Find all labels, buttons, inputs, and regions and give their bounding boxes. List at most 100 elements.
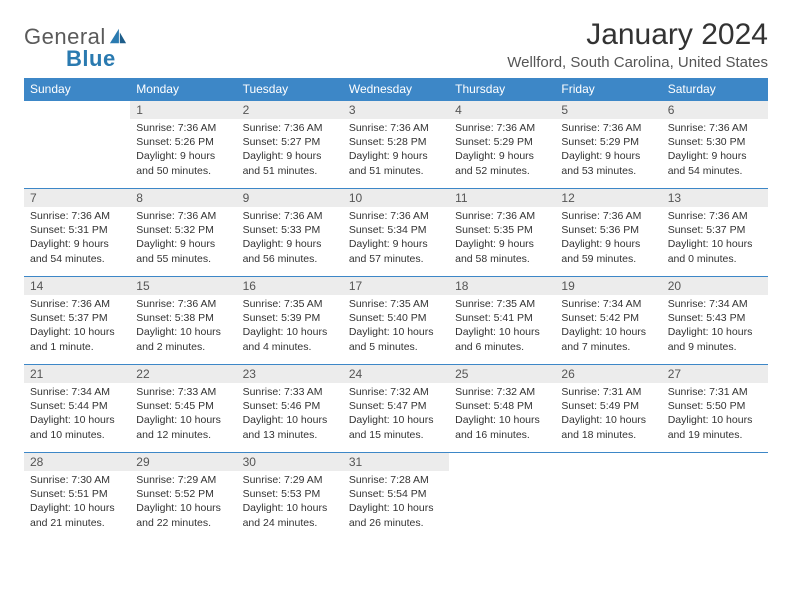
sunrise-text: Sunrise: 7:36 AM <box>455 209 549 223</box>
sunset-text: Sunset: 5:33 PM <box>243 223 337 237</box>
calendar-day-cell: 29Sunrise: 7:29 AMSunset: 5:52 PMDayligh… <box>130 453 236 541</box>
calendar-day-cell <box>449 453 555 541</box>
day-number: 9 <box>237 189 343 207</box>
sunrise-text: Sunrise: 7:36 AM <box>243 209 337 223</box>
day-number: 20 <box>662 277 768 295</box>
sunset-text: Sunset: 5:31 PM <box>30 223 124 237</box>
day-number: 5 <box>555 101 661 119</box>
sunset-text: Sunset: 5:48 PM <box>455 399 549 413</box>
day-number: 13 <box>662 189 768 207</box>
calendar-day-cell: 27Sunrise: 7:31 AMSunset: 5:50 PMDayligh… <box>662 365 768 453</box>
day-number: 1 <box>130 101 236 119</box>
day-number: 14 <box>24 277 130 295</box>
day-details: Sunrise: 7:36 AMSunset: 5:31 PMDaylight:… <box>24 207 130 270</box>
sunrise-text: Sunrise: 7:32 AM <box>455 385 549 399</box>
daylight-text: Daylight: 10 hours and 19 minutes. <box>668 413 762 441</box>
calendar-day-cell: 9Sunrise: 7:36 AMSunset: 5:33 PMDaylight… <box>237 189 343 277</box>
day-number: 21 <box>24 365 130 383</box>
title-block: January 2024 Wellford, South Carolina, U… <box>507 18 768 71</box>
day-number: 31 <box>343 453 449 471</box>
calendar-week-row: 1Sunrise: 7:36 AMSunset: 5:26 PMDaylight… <box>24 101 768 189</box>
sunrise-text: Sunrise: 7:34 AM <box>30 385 124 399</box>
daylight-text: Daylight: 9 hours and 53 minutes. <box>561 149 655 177</box>
calendar-day-cell: 3Sunrise: 7:36 AMSunset: 5:28 PMDaylight… <box>343 101 449 189</box>
calendar-day-cell: 30Sunrise: 7:29 AMSunset: 5:53 PMDayligh… <box>237 453 343 541</box>
sunset-text: Sunset: 5:45 PM <box>136 399 230 413</box>
sunset-text: Sunset: 5:35 PM <box>455 223 549 237</box>
daylight-text: Daylight: 9 hours and 51 minutes. <box>349 149 443 177</box>
calendar-day-cell <box>555 453 661 541</box>
day-number: 26 <box>555 365 661 383</box>
daylight-text: Daylight: 10 hours and 16 minutes. <box>455 413 549 441</box>
calendar-day-cell: 23Sunrise: 7:33 AMSunset: 5:46 PMDayligh… <box>237 365 343 453</box>
calendar-table: SundayMondayTuesdayWednesdayThursdayFrid… <box>24 78 768 541</box>
calendar-week-row: 21Sunrise: 7:34 AMSunset: 5:44 PMDayligh… <box>24 365 768 453</box>
calendar-day-cell: 2Sunrise: 7:36 AMSunset: 5:27 PMDaylight… <box>237 101 343 189</box>
day-details: Sunrise: 7:29 AMSunset: 5:53 PMDaylight:… <box>237 471 343 534</box>
day-number: 25 <box>449 365 555 383</box>
daylight-text: Daylight: 10 hours and 24 minutes. <box>243 501 337 529</box>
calendar-body: 1Sunrise: 7:36 AMSunset: 5:26 PMDaylight… <box>24 101 768 541</box>
logo: GeneralBlue <box>24 18 144 72</box>
daylight-text: Daylight: 10 hours and 2 minutes. <box>136 325 230 353</box>
sunset-text: Sunset: 5:36 PM <box>561 223 655 237</box>
calendar-day-cell: 26Sunrise: 7:31 AMSunset: 5:49 PMDayligh… <box>555 365 661 453</box>
day-number: 27 <box>662 365 768 383</box>
sunset-text: Sunset: 5:47 PM <box>349 399 443 413</box>
sunrise-text: Sunrise: 7:36 AM <box>668 209 762 223</box>
weekday-header: Sunday <box>24 78 130 101</box>
page-header: GeneralBlue January 2024 Wellford, South… <box>24 18 768 72</box>
daylight-text: Daylight: 10 hours and 0 minutes. <box>668 237 762 265</box>
day-number: 17 <box>343 277 449 295</box>
day-details: Sunrise: 7:35 AMSunset: 5:41 PMDaylight:… <box>449 295 555 358</box>
sunrise-text: Sunrise: 7:36 AM <box>349 121 443 135</box>
sunset-text: Sunset: 5:46 PM <box>243 399 337 413</box>
day-details: Sunrise: 7:29 AMSunset: 5:52 PMDaylight:… <box>130 471 236 534</box>
day-number: 7 <box>24 189 130 207</box>
day-number: 8 <box>130 189 236 207</box>
sunset-text: Sunset: 5:29 PM <box>561 135 655 149</box>
day-number: 16 <box>237 277 343 295</box>
calendar-week-row: 7Sunrise: 7:36 AMSunset: 5:31 PMDaylight… <box>24 189 768 277</box>
sunrise-text: Sunrise: 7:36 AM <box>136 121 230 135</box>
sunset-text: Sunset: 5:28 PM <box>349 135 443 149</box>
calendar-day-cell <box>662 453 768 541</box>
weekday-header: Monday <box>130 78 236 101</box>
daylight-text: Daylight: 10 hours and 22 minutes. <box>136 501 230 529</box>
day-details: Sunrise: 7:30 AMSunset: 5:51 PMDaylight:… <box>24 471 130 534</box>
sunrise-text: Sunrise: 7:33 AM <box>136 385 230 399</box>
calendar-day-cell: 13Sunrise: 7:36 AMSunset: 5:37 PMDayligh… <box>662 189 768 277</box>
calendar-day-cell: 8Sunrise: 7:36 AMSunset: 5:32 PMDaylight… <box>130 189 236 277</box>
day-details: Sunrise: 7:36 AMSunset: 5:29 PMDaylight:… <box>449 119 555 182</box>
daylight-text: Daylight: 10 hours and 7 minutes. <box>561 325 655 353</box>
daylight-text: Daylight: 9 hours and 55 minutes. <box>136 237 230 265</box>
sunrise-text: Sunrise: 7:36 AM <box>243 121 337 135</box>
sunset-text: Sunset: 5:29 PM <box>455 135 549 149</box>
sunrise-text: Sunrise: 7:33 AM <box>243 385 337 399</box>
daylight-text: Daylight: 9 hours and 51 minutes. <box>243 149 337 177</box>
day-number: 12 <box>555 189 661 207</box>
day-details: Sunrise: 7:32 AMSunset: 5:48 PMDaylight:… <box>449 383 555 446</box>
sunset-text: Sunset: 5:50 PM <box>668 399 762 413</box>
daylight-text: Daylight: 9 hours and 54 minutes. <box>30 237 124 265</box>
sunrise-text: Sunrise: 7:30 AM <box>30 473 124 487</box>
sunrise-text: Sunrise: 7:35 AM <box>349 297 443 311</box>
calendar-day-cell: 16Sunrise: 7:35 AMSunset: 5:39 PMDayligh… <box>237 277 343 365</box>
day-details: Sunrise: 7:31 AMSunset: 5:50 PMDaylight:… <box>662 383 768 446</box>
day-details: Sunrise: 7:31 AMSunset: 5:49 PMDaylight:… <box>555 383 661 446</box>
sunrise-text: Sunrise: 7:36 AM <box>136 297 230 311</box>
day-details: Sunrise: 7:36 AMSunset: 5:37 PMDaylight:… <box>662 207 768 270</box>
day-number: 6 <box>662 101 768 119</box>
calendar-day-cell: 6Sunrise: 7:36 AMSunset: 5:30 PMDaylight… <box>662 101 768 189</box>
calendar-day-cell: 11Sunrise: 7:36 AMSunset: 5:35 PMDayligh… <box>449 189 555 277</box>
sunset-text: Sunset: 5:39 PM <box>243 311 337 325</box>
calendar-header-row: SundayMondayTuesdayWednesdayThursdayFrid… <box>24 78 768 101</box>
daylight-text: Daylight: 10 hours and 5 minutes. <box>349 325 443 353</box>
calendar-week-row: 14Sunrise: 7:36 AMSunset: 5:37 PMDayligh… <box>24 277 768 365</box>
calendar-day-cell: 24Sunrise: 7:32 AMSunset: 5:47 PMDayligh… <box>343 365 449 453</box>
sunset-text: Sunset: 5:30 PM <box>668 135 762 149</box>
day-details: Sunrise: 7:36 AMSunset: 5:27 PMDaylight:… <box>237 119 343 182</box>
sunrise-text: Sunrise: 7:34 AM <box>561 297 655 311</box>
calendar-day-cell: 18Sunrise: 7:35 AMSunset: 5:41 PMDayligh… <box>449 277 555 365</box>
calendar-page: GeneralBlue January 2024 Wellford, South… <box>0 0 792 541</box>
